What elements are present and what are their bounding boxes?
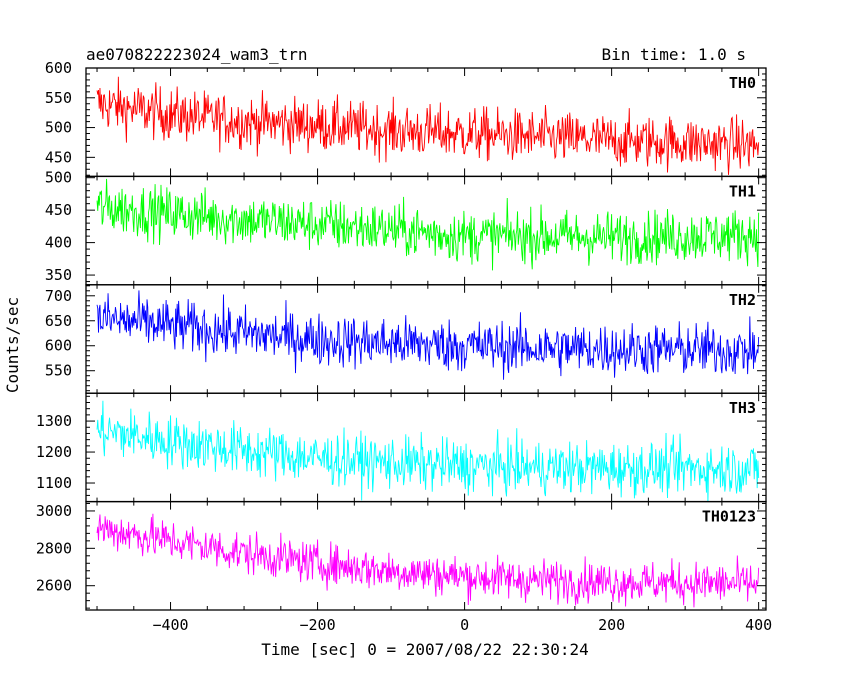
y-tick-label: 550 bbox=[45, 362, 72, 380]
series-line-th1 bbox=[96, 178, 760, 271]
panel-th2: 550 600 650 700 TH2 bbox=[45, 284, 767, 394]
series-line-th0 bbox=[96, 76, 760, 175]
panel-label-th1: TH1 bbox=[729, 182, 756, 200]
series-line-th2 bbox=[96, 290, 760, 380]
panel-label-th0123: TH0123 bbox=[702, 508, 756, 526]
y-tick-label: 3000 bbox=[36, 502, 72, 520]
panel-label-th0: TH0 bbox=[729, 74, 756, 92]
x-tick-label: −200 bbox=[300, 616, 336, 634]
panel-th0123: 2600 2800 3000 TH0123 bbox=[36, 500, 767, 611]
y-tick-label: 1100 bbox=[36, 474, 72, 492]
bin-time-label: Bin time: 1.0 s bbox=[602, 45, 747, 64]
y-axis-label: Counts/sec bbox=[3, 297, 22, 393]
y-tick-label: 700 bbox=[45, 287, 72, 305]
x-axis-ticks: −400 −200 0 200 400 bbox=[152, 616, 772, 634]
y-tick-label: 550 bbox=[45, 89, 72, 107]
panel-label-th2: TH2 bbox=[729, 291, 756, 309]
panels-group: 450 500 550 600 TH0 350 400 450 500 TH1 550 600 650 7… bbox=[36, 59, 767, 611]
y-tick-label: 450 bbox=[45, 148, 72, 166]
x-tick-label: 0 bbox=[460, 616, 469, 634]
y-tick-label: 450 bbox=[45, 201, 72, 219]
y-tick-label: 600 bbox=[45, 337, 72, 355]
series-line-th3 bbox=[96, 400, 760, 502]
y-tick-label: 1300 bbox=[36, 412, 72, 430]
panel-th0: 450 500 550 600 TH0 bbox=[45, 59, 767, 178]
x-tick-label: 200 bbox=[598, 616, 625, 634]
y-tick-label: 650 bbox=[45, 312, 72, 330]
y-tick-label: 500 bbox=[45, 119, 72, 137]
panel-label-th3: TH3 bbox=[729, 399, 756, 417]
series-line-th0123 bbox=[96, 513, 760, 608]
panel-th1: 350 400 450 500 TH1 bbox=[45, 169, 767, 286]
panel-frame bbox=[85, 500, 767, 611]
y-tick-label: 500 bbox=[45, 169, 72, 187]
x-tick-label: −400 bbox=[152, 616, 188, 634]
y-tick-label: 400 bbox=[45, 234, 72, 252]
y-tick-label: 350 bbox=[45, 266, 72, 284]
panel-th3: 1100 1200 1300 TH3 bbox=[36, 392, 767, 503]
chart-title: ae070822223024_wam3_trn bbox=[86, 45, 308, 64]
x-axis-label: Time [sec] 0 = 2007/08/22 22:30:24 bbox=[261, 640, 589, 659]
y-tick-label: 600 bbox=[45, 59, 72, 77]
x-tick-label: 400 bbox=[745, 616, 772, 634]
y-tick-label: 2800 bbox=[36, 539, 72, 557]
y-tick-label: 1200 bbox=[36, 443, 72, 461]
y-tick-label: 2600 bbox=[36, 577, 72, 595]
